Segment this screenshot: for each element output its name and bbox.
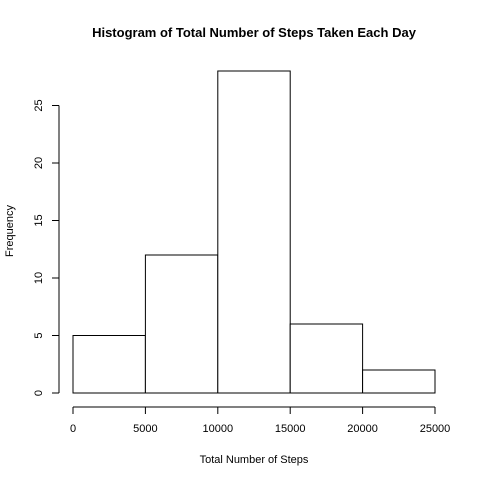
y-tick-label-5: 25 xyxy=(33,99,45,111)
x-tick-label-0: 0 xyxy=(70,423,76,435)
y-tick-label-3: 15 xyxy=(33,214,45,226)
histogram-bar-0 xyxy=(72,335,146,394)
y-tick-label-4: 20 xyxy=(33,157,45,169)
histogram-bar-3 xyxy=(289,323,364,394)
y-axis: 0 5 10 15 20 25 xyxy=(33,99,60,396)
bars-group xyxy=(72,70,436,394)
x-axis-label: Total Number of Steps xyxy=(200,454,309,466)
x-tick-label-4: 20000 xyxy=(347,423,378,435)
x-axis: 0 5000 10000 15000 20000 25000 xyxy=(70,406,451,435)
y-tick-label-1: 5 xyxy=(33,332,45,338)
y-axis-label: Frequency xyxy=(4,205,16,257)
histogram-bar-1 xyxy=(144,254,219,394)
y-tick-label-2: 10 xyxy=(33,272,45,284)
x-tick-label-5: 25000 xyxy=(420,423,451,435)
y-tick-label-0: 0 xyxy=(33,390,45,396)
x-tick-label-3: 15000 xyxy=(275,423,306,435)
histogram-bar-2 xyxy=(217,70,291,394)
chart-title: Histogram of Total Number of Steps Taken… xyxy=(92,25,417,40)
histogram-bar-4 xyxy=(362,369,436,394)
x-tick-label-2: 10000 xyxy=(203,423,234,435)
x-tick-label-1: 5000 xyxy=(133,423,157,435)
